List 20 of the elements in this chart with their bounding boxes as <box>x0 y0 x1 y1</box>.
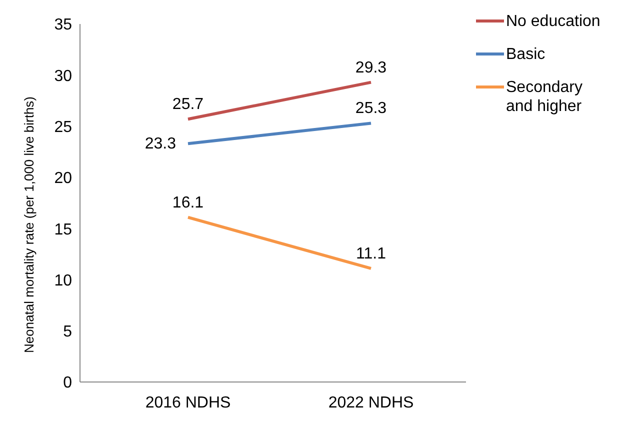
data-label: 23.3 <box>144 136 176 153</box>
y-tick-label: 20 <box>54 170 72 188</box>
legend-label: Basic <box>506 45 546 64</box>
data-label: 25.3 <box>355 100 387 118</box>
y-tick-label: 15 <box>54 221 72 238</box>
x-tick-label: 2022 NDHS <box>328 394 414 412</box>
y-tick-label: 5 <box>63 324 72 341</box>
legend-label: No education <box>506 12 600 31</box>
data-label: 11.1 <box>356 245 386 262</box>
y-tick-label: 25 <box>54 118 72 136</box>
legend-label: Secondary and higher <box>506 78 584 116</box>
data-label: 25.7 <box>172 96 204 114</box>
data-label: 16.1 <box>172 194 204 212</box>
y-tick-label: 0 <box>63 374 72 392</box>
data-label: 29.3 <box>355 59 387 76</box>
x-tick-label: 2016 NDHS <box>145 394 231 412</box>
y-axis-title: Neonatal mortality rate (per 1,000 live births) <box>22 96 37 353</box>
y-tick-label: 35 <box>54 16 72 34</box>
y-tick-label: 30 <box>54 68 72 85</box>
y-tick-label: 10 <box>54 272 72 290</box>
